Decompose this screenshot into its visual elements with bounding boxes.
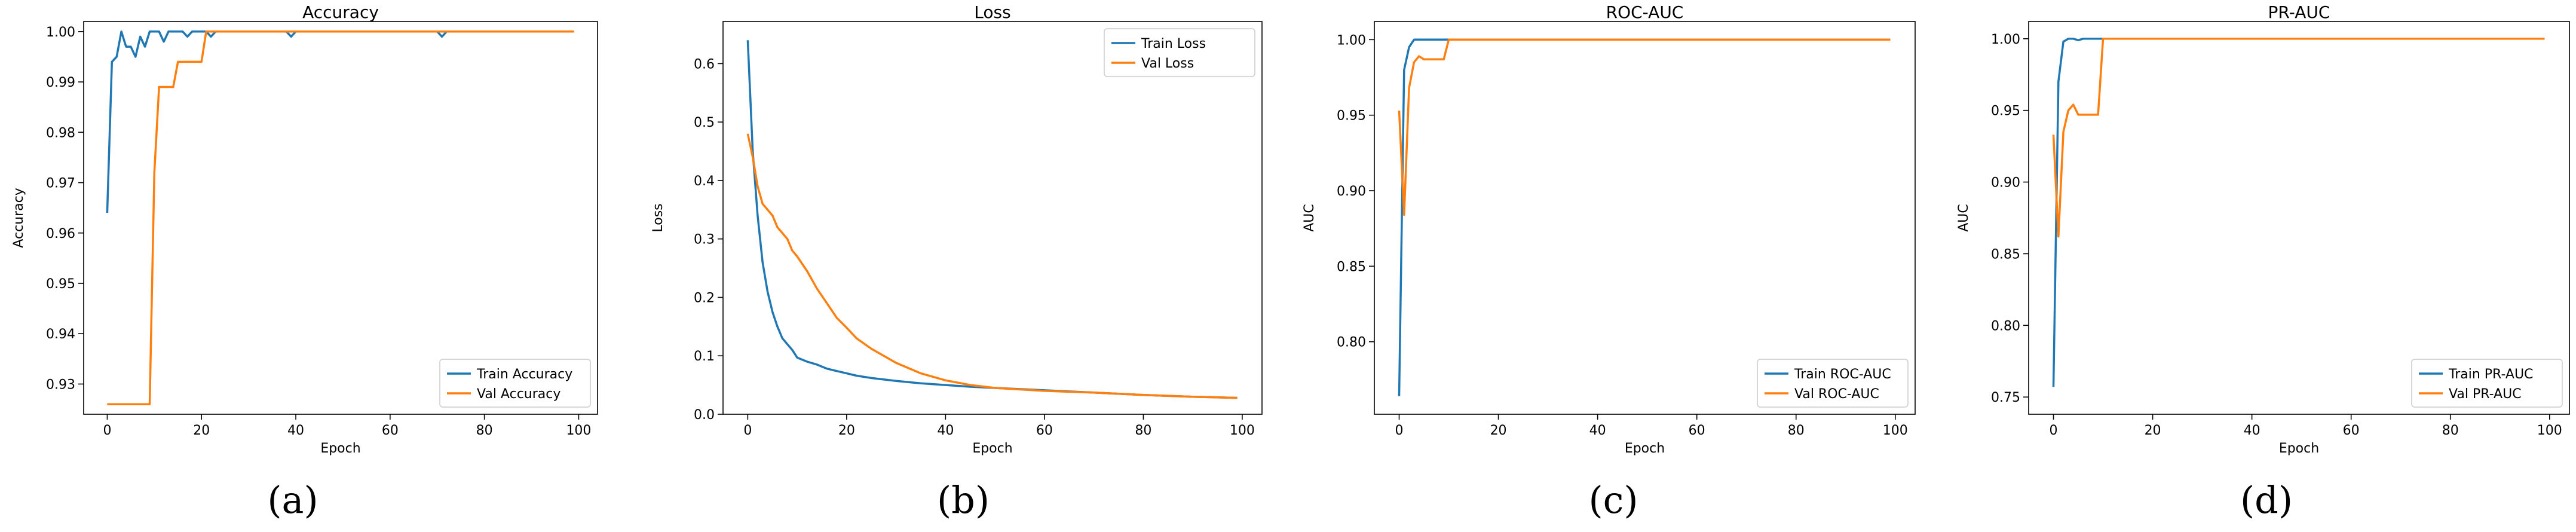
legend-entry: Val ROC-AUC — [1794, 387, 1879, 402]
series-line-val — [746, 133, 1238, 399]
y-tick-label: 1.00 — [1337, 33, 1366, 48]
chart-title: ROC-AUC — [1606, 2, 1684, 22]
legend-entry: Train Accuracy — [476, 367, 572, 382]
y-tick-label: 0.96 — [46, 227, 75, 241]
plot-frame — [83, 21, 598, 415]
y-axis-label: AUC — [1956, 204, 1971, 232]
x-tick-label: 40 — [2244, 423, 2260, 438]
chart-title: Loss — [974, 2, 1010, 22]
y-tick-label: 0.3 — [694, 233, 715, 247]
series-line-train — [746, 40, 1238, 399]
chart-panel-d: PR-AUC 0 20 40 60 80 100 0.75 0.80 0.85 0.90 0.95 1.… — [1956, 2, 2570, 522]
x-tick-label: 100 — [566, 423, 591, 438]
x-tick-label: 60 — [382, 423, 399, 438]
legend: Train Loss Val Loss — [1104, 28, 1255, 77]
series-line-train — [2052, 38, 2545, 387]
y-tick-label: 0.95 — [1337, 109, 1366, 124]
y-tick-label: 0.5 — [694, 115, 715, 130]
x-tick-label: 80 — [476, 423, 493, 438]
legend-entry: Train ROC-AUC — [1794, 367, 1891, 382]
panel-label: (d) — [2240, 478, 2293, 522]
y-tick-label: 0.94 — [46, 327, 75, 342]
y-tick-label: 0.90 — [1991, 176, 2020, 191]
legend-box — [1757, 359, 1909, 408]
series-line-train — [106, 30, 574, 213]
chart-title: PR-AUC — [2268, 2, 2330, 22]
x-tick-label: 0 — [1395, 423, 1404, 438]
y-axis-label: Accuracy — [11, 188, 26, 247]
legend-box — [2411, 359, 2563, 408]
chart-panel-a: Accuracy 0 20 40 60 80 100 0.93 0.94 0.95 0.96 0.97… — [11, 2, 598, 522]
y-tick-label: 0.85 — [1337, 259, 1366, 274]
y-tick-label: 0.0 — [694, 408, 715, 423]
legend-entry: Val Loss — [1141, 56, 1194, 71]
x-tick-label: 40 — [1589, 423, 1606, 438]
y-tick-label: 0.4 — [694, 174, 715, 189]
y-axis-label: Loss — [651, 203, 666, 232]
y-tick-label: 1.00 — [46, 25, 75, 40]
panel-label: (b) — [937, 478, 990, 522]
y-tick-label: 0.1 — [694, 349, 715, 364]
x-tick-label: 60 — [2343, 423, 2360, 438]
series-line-val — [2052, 38, 2545, 238]
x-axis-label: Epoch — [320, 441, 360, 456]
y-tick-label: 0.99 — [46, 75, 75, 90]
plot-frame — [2028, 21, 2570, 415]
x-tick-label: 20 — [2145, 423, 2161, 438]
x-tick-label: 0 — [103, 423, 111, 438]
x-tick-label: 0 — [743, 423, 752, 438]
legend-entry: Train Loss — [1141, 36, 1206, 51]
y-axis-label: AUC — [1302, 204, 1317, 232]
y-tick-label: 0.85 — [1991, 247, 2020, 262]
x-tick-label: 60 — [1689, 423, 1705, 438]
x-tick-label: 0 — [2050, 423, 2058, 438]
x-axis-label: Epoch — [1625, 441, 1665, 456]
x-tick-label: 20 — [838, 423, 855, 438]
y-tick-label: 0.98 — [46, 126, 75, 140]
y-tick-label: 0.97 — [46, 176, 75, 191]
legend-box — [439, 359, 591, 408]
x-tick-label: 100 — [1230, 423, 1255, 438]
chart-title: Accuracy — [302, 2, 379, 22]
x-tick-label: 40 — [937, 423, 954, 438]
chart-panel-c: ROC-AUC 0 20 40 60 80 100 0.80 0.85 0.90 0.95 1.00 E… — [1302, 2, 1916, 522]
x-tick-label: 40 — [287, 423, 304, 438]
y-tick-label: 0.95 — [46, 277, 75, 292]
legend-entry: Val PR-AUC — [2449, 387, 2522, 402]
y-tick-label: 0.2 — [694, 291, 715, 305]
plot-frame — [722, 21, 1263, 415]
chart-panel-b: Loss 0 20 40 60 80 100 0.0 0.1 0.2 0.3 0.4 0.5 0.6 Epo… — [651, 2, 1263, 522]
x-tick-label: 20 — [1490, 423, 1507, 438]
legend: Train Accuracy Val Accuracy — [439, 359, 591, 408]
legend-box — [1104, 28, 1255, 77]
series-line-val — [1398, 38, 1891, 216]
y-tick-label: 0.80 — [1337, 335, 1366, 350]
y-tick-label: 0.95 — [1991, 104, 2020, 119]
series-line-train — [1398, 38, 1891, 396]
x-tick-label: 80 — [1135, 423, 1151, 438]
x-tick-label: 100 — [2537, 423, 2562, 438]
y-tick-label: 0.90 — [1337, 184, 1366, 199]
y-tick-label: 0.93 — [46, 377, 75, 392]
y-tick-label: 0.75 — [1991, 390, 2020, 405]
legend: Train ROC-AUC Val ROC-AUC — [1757, 359, 1909, 408]
x-axis-label: Epoch — [972, 441, 1012, 456]
legend: Train PR-AUC Val PR-AUC — [2411, 359, 2563, 408]
x-tick-label: 80 — [1788, 423, 1805, 438]
x-tick-label: 80 — [2442, 423, 2459, 438]
x-tick-label: 60 — [1036, 423, 1053, 438]
y-tick-label: 0.80 — [1991, 319, 2020, 334]
panel-label: (a) — [267, 478, 318, 522]
panel-label: (c) — [1588, 478, 1638, 522]
x-axis-label: Epoch — [2279, 441, 2319, 456]
x-tick-label: 100 — [1883, 423, 1908, 438]
x-tick-label: 20 — [193, 423, 210, 438]
legend-entry: Train PR-AUC — [2448, 367, 2533, 382]
legend-entry: Val Accuracy — [477, 387, 560, 402]
plot-frame — [1374, 21, 1916, 415]
series-line-val — [107, 30, 574, 405]
y-tick-label: 1.00 — [1991, 32, 2020, 47]
y-tick-label: 0.6 — [694, 57, 715, 72]
